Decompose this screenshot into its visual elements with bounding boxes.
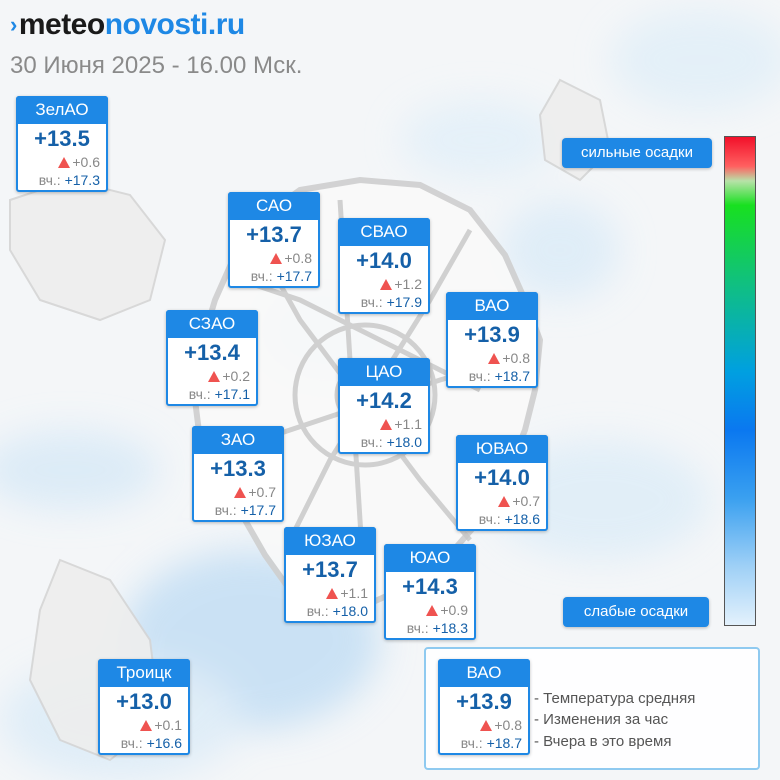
card-yesterday: вч.: +17.1 <box>188 386 250 402</box>
card-temperature: +14.0 <box>474 465 530 490</box>
card-change: +0.1 <box>140 717 182 733</box>
card-yesterday: вч.: +17.3 <box>38 172 100 188</box>
increase-arrow-icon <box>480 720 493 731</box>
district-card-vao[interactable]: ВАО +13.9 +0.8 вч.: +18.7 <box>446 292 538 388</box>
card-change: +1.1 <box>380 416 422 432</box>
card-title: ЮЗАО <box>284 527 376 555</box>
card-title: ЗелАО <box>16 96 108 124</box>
increase-arrow-icon <box>140 720 153 731</box>
card-title: ВАО <box>446 292 538 320</box>
card-change: +1.1 <box>326 585 368 601</box>
card-temperature: +13.7 <box>246 222 302 247</box>
card-title: САО <box>228 192 320 220</box>
card-title: ВАО <box>438 659 530 687</box>
district-card-zao[interactable]: ЗАО +13.3 +0.7 вч.: +17.7 <box>192 426 284 522</box>
card-title: ЮАО <box>384 544 476 572</box>
card-change: +0.6 <box>58 154 100 170</box>
district-card-yuzao[interactable]: ЮЗАО +13.7 +1.1 вч.: +18.0 <box>284 527 376 623</box>
card-title: СЗАО <box>166 310 258 338</box>
card-temperature: +13.9 <box>464 322 520 347</box>
card-temperature: +13.9 <box>456 689 512 714</box>
card-yesterday: вч.: +17.7 <box>250 268 312 284</box>
card-change: +0.7 <box>498 493 540 509</box>
card-temperature: +14.0 <box>356 248 412 273</box>
increase-arrow-icon <box>380 279 393 290</box>
card-title: ЮВАО <box>456 435 548 463</box>
increase-arrow-icon <box>270 253 283 264</box>
card-temperature: +14.3 <box>402 574 458 599</box>
card-yesterday: вч.: +18.7 <box>460 735 522 751</box>
brand-part2: novosti.ru <box>104 8 246 41</box>
district-card-svao[interactable]: СВАО +14.0 +1.2 вч.: +17.9 <box>338 218 430 314</box>
card-change: +0.9 <box>426 602 468 618</box>
scale-label-light: слабые осадки <box>563 597 709 627</box>
card-temperature: +13.3 <box>210 456 266 481</box>
card-yesterday: вч.: +16.6 <box>120 735 182 751</box>
card-yesterday: вч.: +18.3 <box>406 620 468 636</box>
date-time-subtitle: 30 Июня 2025 - 16.00 Мск. <box>10 52 303 79</box>
card-title: ЦАО <box>338 358 430 386</box>
card-title: Троицк <box>98 659 190 687</box>
district-card-yuvao[interactable]: ЮВАО +14.0 +0.7 вч.: +18.6 <box>456 435 548 531</box>
legend-line-yesterday: - Вчера в это время <box>534 733 672 750</box>
card-title: ЗАО <box>192 426 284 454</box>
increase-arrow-icon <box>326 588 339 599</box>
card-temperature: +13.0 <box>116 689 172 714</box>
card-temperature: +13.4 <box>184 340 240 365</box>
card-title: СВАО <box>338 218 430 246</box>
card-change: +0.2 <box>208 368 250 384</box>
increase-arrow-icon <box>426 605 439 616</box>
card-change: +0.8 <box>488 350 530 366</box>
card-change: +0.7 <box>234 484 276 500</box>
card-yesterday: вч.: +18.0 <box>306 603 368 619</box>
increase-arrow-icon <box>380 419 393 430</box>
increase-arrow-icon <box>234 487 247 498</box>
card-temperature: +14.2 <box>356 388 412 413</box>
district-card-zelao[interactable]: ЗелАО +13.5 +0.6 вч.: +17.3 <box>16 96 108 192</box>
card-temperature: +13.7 <box>302 557 358 582</box>
increase-arrow-icon <box>488 353 501 364</box>
card-change: +1.2 <box>380 276 422 292</box>
district-card-szao[interactable]: СЗАО +13.4 +0.2 вч.: +17.1 <box>166 310 258 406</box>
brand-part1: meteo <box>18 8 105 41</box>
legend-line-temperature: - Температура средняя <box>534 690 696 707</box>
card-yesterday: вч.: +17.9 <box>360 294 422 310</box>
card-change: +0.8 <box>270 250 312 266</box>
card-yesterday: вч.: +18.0 <box>360 434 422 450</box>
card-yesterday: вч.: +18.6 <box>478 511 540 527</box>
district-card-sao[interactable]: САО +13.7 +0.8 вч.: +17.7 <box>228 192 320 288</box>
card-change: +0.8 <box>480 717 522 733</box>
card-yesterday: вч.: +18.7 <box>468 368 530 384</box>
legend-line-change: - Изменения за час <box>534 711 669 728</box>
logo-mark-icon: › <box>10 12 17 37</box>
card-yesterday: вч.: +17.7 <box>214 502 276 518</box>
card-temperature: +13.5 <box>34 126 90 151</box>
brand-logo[interactable]: ›meteonovosti.ru <box>10 8 245 42</box>
increase-arrow-icon <box>498 496 511 507</box>
scale-label-heavy: сильные осадки <box>562 138 712 168</box>
district-card-troitsk[interactable]: Троицк +13.0 +0.1 вч.: +16.6 <box>98 659 190 755</box>
increase-arrow-icon <box>208 371 221 382</box>
district-card-yuao[interactable]: ЮАО +14.3 +0.9 вч.: +18.3 <box>384 544 476 640</box>
increase-arrow-icon <box>58 157 71 168</box>
precipitation-scale <box>724 136 756 626</box>
legend-sample-card: ВАО +13.9 +0.8 вч.: +18.7 <box>438 659 530 755</box>
district-card-cao[interactable]: ЦАО +14.2 +1.1 вч.: +18.0 <box>338 358 430 454</box>
